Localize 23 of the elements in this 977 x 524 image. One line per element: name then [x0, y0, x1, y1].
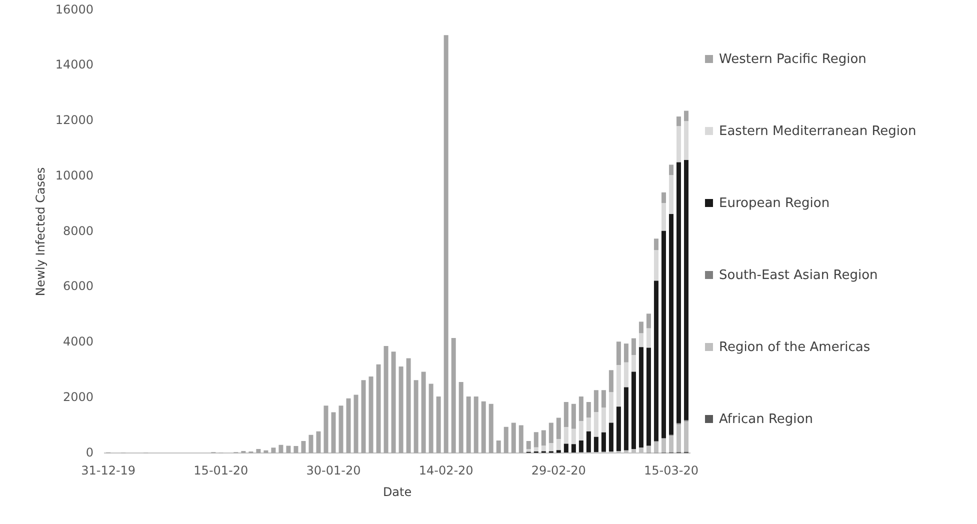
legend-label: European Region: [718, 196, 831, 213]
y-tick-label: 4000: [63, 334, 94, 349]
x-tick-label: 15-01-20: [194, 464, 248, 478]
y-tick-label: 12000: [55, 113, 94, 128]
legend-label: Region of the Americas: [718, 340, 872, 357]
y-tick-label: 16000: [55, 2, 94, 16]
y-tick-label: 10000: [55, 168, 94, 182]
x-tick-label: 29-02-20: [531, 464, 586, 478]
x-tick-label: 31-12-19: [81, 464, 136, 478]
legend-label: African Region: [718, 412, 814, 429]
y-axis-title: Newly Infected Cases: [33, 167, 48, 296]
y-tick-label: 6000: [63, 279, 94, 294]
y-tick-label: 0: [86, 445, 94, 460]
x-tick-label: 14-02-20: [418, 464, 474, 478]
legend-label: Western Pacific Region: [718, 52, 868, 69]
x-axis-title: Date: [382, 484, 412, 499]
x-tick-label: 30-01-20: [306, 464, 361, 478]
y-tick-label: 2000: [63, 390, 94, 404]
y-tick-label: 14000: [55, 58, 94, 72]
legend-label: South-East Asian Region: [718, 268, 879, 285]
x-tick-label: 15-03-20: [644, 464, 698, 478]
y-tick-label: 8000: [63, 224, 94, 238]
legend-label: Eastern Mediterranean Region: [718, 124, 916, 141]
